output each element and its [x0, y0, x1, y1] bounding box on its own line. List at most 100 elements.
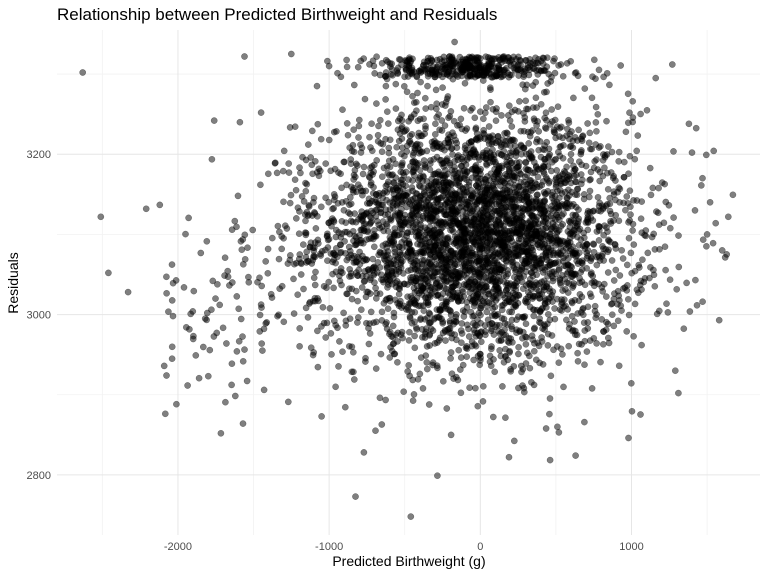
data-point [626, 187, 634, 194]
data-point [276, 285, 284, 293]
data-point [672, 367, 679, 375]
data-point [374, 131, 382, 139]
data-point [500, 315, 508, 323]
data-point [383, 108, 391, 115]
data-point [414, 240, 421, 248]
data-point [563, 60, 571, 67]
data-point [465, 182, 473, 189]
data-point [452, 136, 459, 144]
data-point [673, 285, 681, 293]
data-point [459, 185, 467, 192]
data-point [546, 178, 553, 185]
data-point [655, 184, 662, 192]
data-point [403, 126, 410, 134]
data-point [274, 222, 282, 230]
data-point [478, 245, 486, 252]
data-point [360, 278, 368, 285]
data-point [464, 225, 472, 232]
data-point [348, 285, 356, 293]
data-point [485, 134, 492, 141]
data-point [296, 325, 304, 332]
data-point [477, 234, 485, 241]
data-point [531, 256, 538, 264]
data-point [629, 220, 637, 228]
data-point [423, 343, 431, 350]
data-point [331, 165, 339, 173]
data-point [398, 150, 405, 158]
data-point [564, 125, 571, 133]
data-point [548, 167, 555, 175]
data-point [438, 117, 446, 124]
data-point [559, 351, 566, 358]
data-point [555, 250, 562, 257]
data-point [593, 156, 600, 163]
data-point [570, 94, 577, 102]
data-point [347, 217, 355, 225]
data-point [450, 117, 458, 125]
data-point [382, 252, 389, 259]
data-point [550, 126, 558, 134]
data-point [623, 328, 631, 335]
data-point [201, 315, 209, 322]
data-point [587, 176, 594, 183]
data-point [233, 223, 240, 231]
data-point [534, 59, 542, 67]
data-point [625, 170, 632, 177]
data-point [304, 314, 312, 321]
data-point [606, 81, 613, 89]
data-point [656, 307, 663, 315]
data-point [548, 272, 556, 280]
data-point [494, 133, 502, 140]
data-point [487, 86, 494, 93]
data-point [496, 347, 504, 354]
data-point [516, 98, 523, 105]
data-point [396, 187, 404, 195]
data-point [426, 293, 434, 301]
data-point [482, 104, 490, 111]
data-point [535, 265, 543, 272]
data-point [579, 176, 586, 184]
data-point [423, 359, 431, 366]
data-point [299, 241, 307, 248]
data-point [562, 285, 569, 293]
data-point [428, 233, 436, 240]
data-point [300, 198, 308, 205]
data-point [506, 57, 514, 64]
data-point [576, 257, 583, 265]
data-point [216, 301, 223, 309]
data-point [296, 342, 303, 350]
data-point [485, 123, 493, 130]
data-point [544, 342, 552, 349]
data-point [501, 299, 509, 307]
data-point [524, 128, 532, 136]
data-point [624, 282, 631, 289]
data-point [473, 56, 481, 64]
data-point [424, 215, 432, 223]
data-point [372, 427, 379, 435]
data-point [281, 222, 289, 229]
data-point [185, 214, 192, 222]
data-point [588, 269, 595, 277]
data-point [469, 296, 477, 304]
data-point [626, 109, 633, 116]
data-point [529, 336, 537, 344]
data-point [303, 180, 311, 188]
data-point [572, 191, 579, 198]
data-point [555, 429, 563, 436]
data-point [392, 105, 400, 112]
data-point [627, 211, 634, 218]
data-point [594, 111, 602, 118]
data-point [382, 82, 390, 90]
data-point [322, 334, 330, 341]
data-point [417, 69, 425, 76]
data-point [409, 151, 417, 159]
data-point [588, 385, 596, 392]
data-point [343, 56, 350, 64]
data-point [457, 389, 465, 397]
data-point [662, 266, 669, 274]
data-point [685, 120, 693, 128]
data-point [400, 83, 408, 90]
data-point [370, 226, 378, 234]
data-point [491, 368, 499, 376]
data-point [546, 456, 554, 464]
